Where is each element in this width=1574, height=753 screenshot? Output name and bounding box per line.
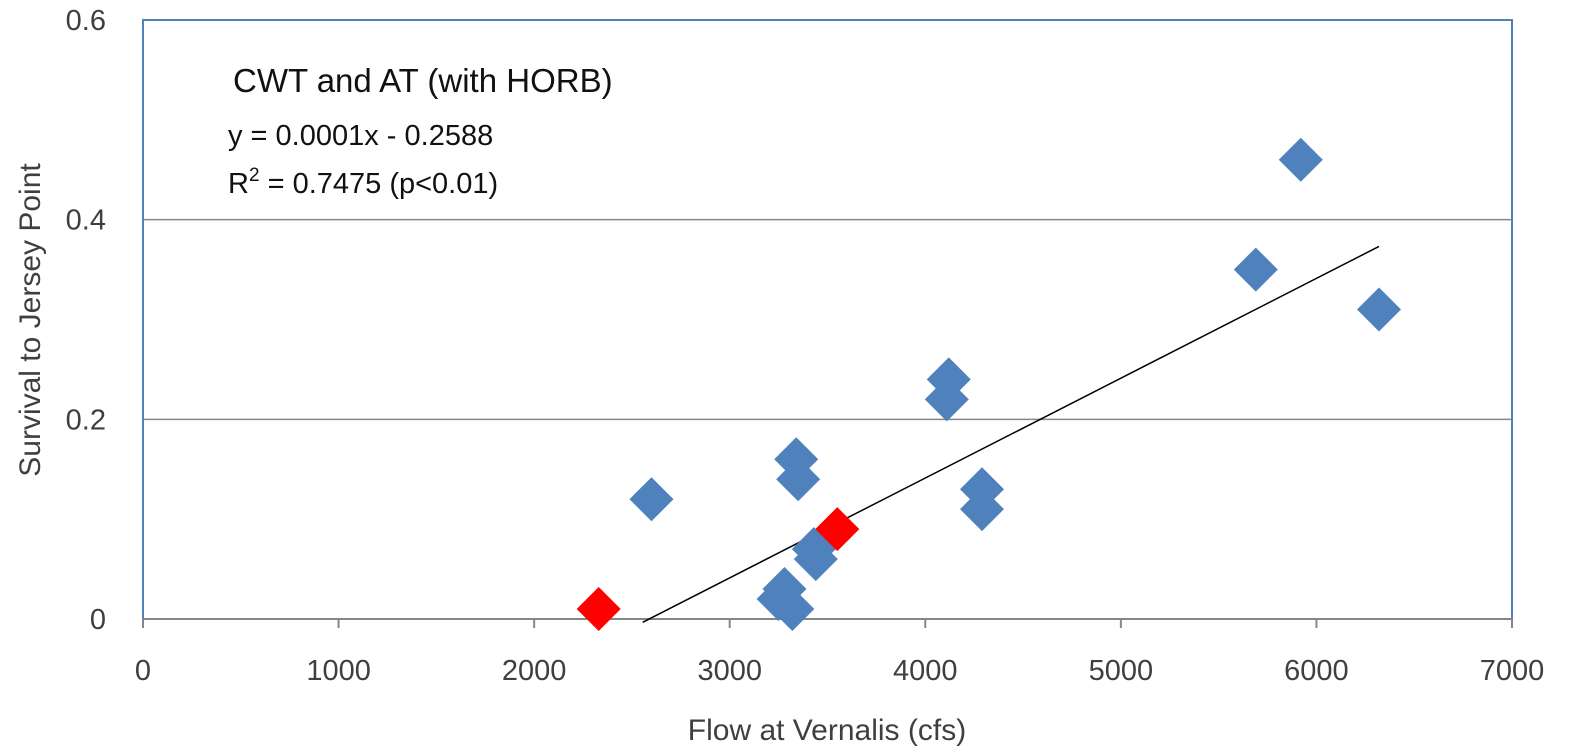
- data-point-blue: [629, 477, 674, 522]
- r-squared-value: = 0.7475 (p<0.01): [260, 168, 499, 200]
- data-points: [576, 137, 1402, 632]
- r-squared-prefix: R: [228, 168, 249, 200]
- axes: [142, 618, 1513, 628]
- x-tick-label: 6000: [1284, 655, 1349, 687]
- x-tick-label: 2000: [502, 655, 567, 687]
- trendline: [642, 245, 1380, 623]
- grid-lines: [143, 218, 1512, 421]
- y-tick-label: 0: [90, 604, 106, 636]
- r-squared-superscript: 2: [249, 165, 260, 186]
- data-point-blue: [770, 587, 815, 632]
- y-tick-label: 0.6: [66, 5, 106, 37]
- data-point-blue: [1357, 287, 1402, 332]
- data-point-blue: [926, 357, 971, 402]
- data-point-red: [576, 587, 621, 632]
- x-tick-label: 7000: [1480, 655, 1545, 687]
- data-point-red: [815, 507, 860, 552]
- data-point-blue: [1233, 247, 1278, 292]
- x-tick-label: 5000: [1089, 655, 1154, 687]
- y-tick-label: 0.4: [66, 205, 106, 237]
- x-tick-label: 3000: [697, 655, 762, 687]
- x-tick-label: 0: [135, 655, 151, 687]
- data-point-blue: [793, 537, 838, 582]
- x-axis-title: Flow at Vernalis (cfs): [688, 714, 966, 747]
- x-tick-label: 1000: [306, 655, 371, 687]
- y-axis-title: Survival to Jersey Point: [14, 163, 47, 477]
- tick-labels: 0 0.2 0.4 0.6 0 1000 2000 3000 4000 5000 6000 7000: [66, 5, 1545, 687]
- regression-equation: y = 0.0001x - 0.2588: [228, 120, 493, 152]
- data-point-blue: [1278, 137, 1323, 182]
- r-squared-label: R2 = 0.7475 (p<0.01): [228, 165, 498, 200]
- trendline-layer: [642, 245, 1380, 623]
- data-point-blue: [960, 487, 1005, 532]
- data-point-blue: [776, 457, 821, 502]
- chart-annotation-title: CWT and AT (with HORB): [233, 62, 613, 99]
- y-tick-label: 0.2: [66, 404, 106, 436]
- x-tick-label: 4000: [893, 655, 958, 687]
